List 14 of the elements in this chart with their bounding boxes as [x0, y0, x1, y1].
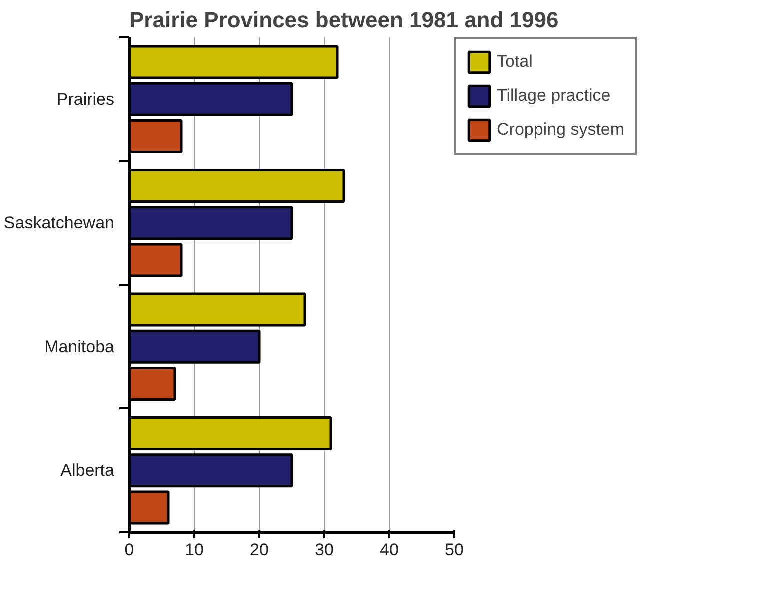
x-tick-label: 0 — [124, 540, 134, 560]
y-tick-label: Manitoba — [44, 337, 116, 356]
y-tick-label: Prairies — [56, 90, 114, 109]
y-tick-label: Alberta — [60, 461, 116, 480]
x-tick-label: 40 — [380, 540, 399, 560]
legend-label: Cropping system — [497, 120, 625, 140]
legend-label: Total — [497, 52, 533, 72]
legend-label: Tillage practice — [497, 86, 611, 106]
x-tick-label: 50 — [445, 540, 464, 560]
chart-title: Prairie Provinces between 1981 and 1996 — [130, 8, 559, 32]
x-tick-label: 20 — [250, 540, 269, 560]
x-tick-label: 10 — [185, 540, 204, 560]
y-tick-label: Saskatchewan — [4, 214, 115, 233]
x-tick-label: 30 — [315, 540, 334, 560]
